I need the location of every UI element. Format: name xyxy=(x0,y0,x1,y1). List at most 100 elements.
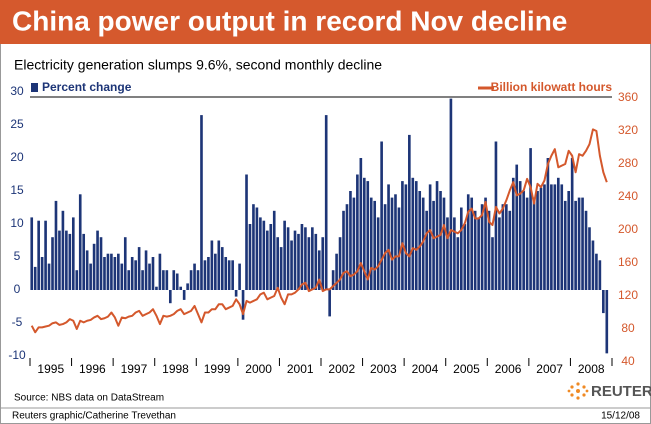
bar xyxy=(397,207,401,290)
bar xyxy=(588,227,591,290)
bar xyxy=(567,191,571,290)
bar xyxy=(196,270,200,290)
bar xyxy=(106,253,110,290)
bar xyxy=(92,243,96,290)
bar xyxy=(186,283,189,290)
bar xyxy=(290,240,293,290)
bar xyxy=(345,204,349,290)
bar xyxy=(165,270,169,290)
bar xyxy=(130,257,134,290)
bar xyxy=(286,227,290,290)
bar xyxy=(44,220,47,290)
bar xyxy=(546,158,550,290)
bar xyxy=(331,270,335,290)
bar xyxy=(373,200,377,290)
bar xyxy=(279,247,283,290)
y-tick-label: 10 xyxy=(10,216,24,230)
line xyxy=(30,128,608,334)
bar xyxy=(51,237,54,290)
bar xyxy=(220,247,224,290)
bar xyxy=(210,240,214,290)
bar xyxy=(352,197,356,290)
x-tick-label: 2000 xyxy=(245,362,272,376)
y-tick-label: 15 xyxy=(10,183,24,197)
bar xyxy=(172,270,176,290)
y2-tick-label: 240 xyxy=(618,189,638,203)
title-banner xyxy=(0,0,651,44)
bar xyxy=(252,204,255,290)
bar xyxy=(421,197,425,290)
bar xyxy=(193,263,196,290)
bar xyxy=(356,174,359,290)
bar xyxy=(598,260,602,290)
bar xyxy=(394,194,397,290)
bar xyxy=(487,210,491,290)
y2-tick-label: 320 xyxy=(618,123,638,137)
bar xyxy=(432,200,435,290)
bar xyxy=(387,184,390,290)
bar xyxy=(110,253,113,290)
bar xyxy=(366,181,370,290)
bar xyxy=(442,197,446,290)
bar xyxy=(113,257,117,290)
bar xyxy=(508,210,512,290)
bar xyxy=(591,240,595,290)
source: Source: NBS data on DataStream xyxy=(14,393,164,404)
x-tick-label: 1998 xyxy=(162,362,189,376)
bar xyxy=(595,253,598,290)
bar xyxy=(127,270,131,290)
x-tick-label: 2005 xyxy=(453,362,480,376)
bar xyxy=(78,194,82,290)
bar xyxy=(553,184,557,290)
bar xyxy=(529,148,532,290)
logo: REUTERS xyxy=(591,383,651,400)
y-tick-label: 20 xyxy=(10,150,24,164)
bar xyxy=(463,224,467,290)
bar xyxy=(570,158,574,290)
bar xyxy=(602,290,605,314)
bar xyxy=(217,240,221,290)
bar xyxy=(425,210,428,290)
bar xyxy=(269,224,273,290)
bar xyxy=(85,250,89,290)
bar xyxy=(276,237,280,290)
bar xyxy=(439,191,442,290)
bar xyxy=(404,184,408,290)
y2-tick-label: 40 xyxy=(621,354,635,368)
bar xyxy=(584,210,588,290)
y-tick-label: 30 xyxy=(10,84,24,98)
bar xyxy=(241,290,245,320)
bar xyxy=(245,174,248,290)
bar xyxy=(47,263,51,290)
bar xyxy=(480,204,484,290)
bar xyxy=(158,253,162,290)
x-tick-label: 1997 xyxy=(121,362,148,376)
bar xyxy=(259,217,262,290)
y-tick-label: -10 xyxy=(8,348,26,362)
x-tick-label: 2001 xyxy=(287,362,314,376)
bar xyxy=(321,237,325,290)
bar xyxy=(89,263,92,290)
bar xyxy=(335,253,338,290)
bar xyxy=(262,220,266,290)
subtitle: Electricity generation slumps 9.6%, seco… xyxy=(14,57,382,73)
bar xyxy=(449,98,453,290)
y2-tick-label: 120 xyxy=(618,288,638,302)
bar xyxy=(311,227,314,290)
bar xyxy=(362,177,366,290)
credit: Reuters graphic/Catherine Trevethan xyxy=(12,411,176,422)
x-tick-label: 2006 xyxy=(495,362,522,376)
bar xyxy=(117,253,120,290)
bar xyxy=(428,184,432,290)
bar xyxy=(349,191,352,290)
bar xyxy=(324,115,328,290)
bar xyxy=(120,263,124,290)
chart-title: China power output in record Nov decline xyxy=(12,5,567,36)
y-tick-label: 25 xyxy=(10,117,24,131)
bar xyxy=(272,210,276,290)
bar xyxy=(234,290,238,297)
bar xyxy=(54,200,58,290)
bar xyxy=(577,197,581,290)
bar xyxy=(96,230,99,290)
bar xyxy=(484,197,487,290)
